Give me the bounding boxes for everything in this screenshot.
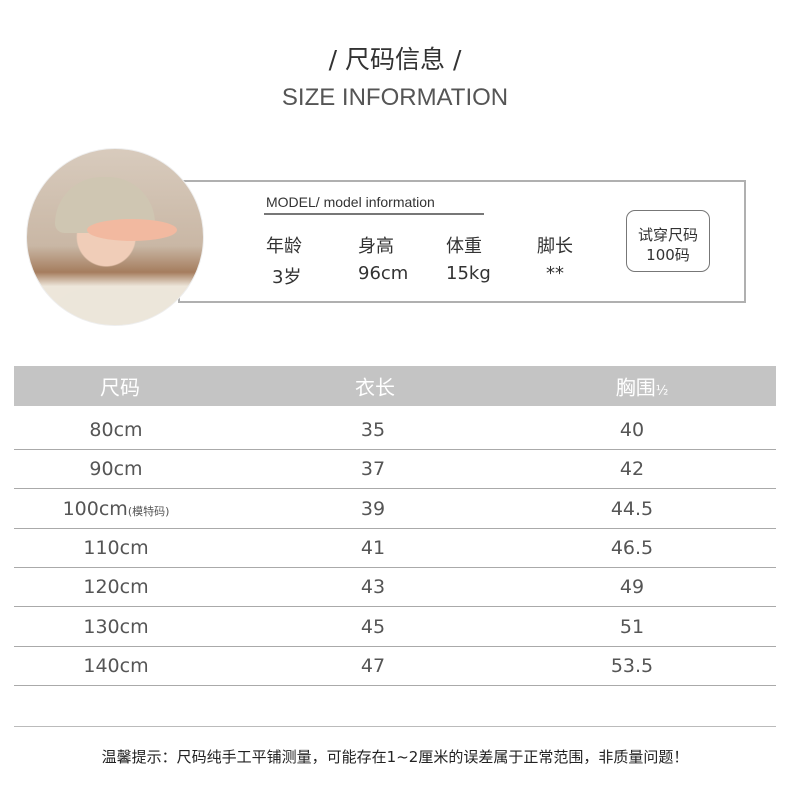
height-value: 96cm	[358, 263, 409, 284]
foot-length-label: 脚长	[537, 236, 573, 257]
header-length: 衣长	[355, 375, 395, 400]
cell-length: 35	[360, 419, 386, 441]
model-info-label: MODEL/ model information	[266, 194, 435, 210]
cell-size: 120cm	[83, 576, 149, 599]
cell-size: 100cm(模特码)	[62, 497, 170, 520]
cell-size: 140cm	[83, 654, 149, 677]
table-row: 80cm 35 40	[14, 411, 776, 450]
header-chest: 胸围½	[615, 375, 669, 400]
table-row: 110cm 41 46.5	[14, 529, 776, 568]
footer-note: 温馨提示：尺码纯手工平铺测量，可能存在1~2厘米的误差属于正常范围，非质量问题！	[101, 748, 689, 766]
cell-size: 110cm	[83, 536, 149, 559]
cell-chest: 53.5	[610, 654, 654, 677]
model-label-underline	[264, 213, 484, 215]
table-row: 130cm 45 51	[14, 608, 776, 647]
table-row: 140cm 47 53.5	[14, 647, 776, 686]
table-row: 120cm 43 49	[14, 568, 776, 608]
table-row: 100cm(模特码) 39 44.5	[14, 490, 776, 529]
weight-value: 15kg	[446, 263, 491, 284]
tryon-size-badge: 试穿尺码 100码	[626, 210, 710, 272]
cell-length: 45	[360, 615, 386, 638]
cell-length: 37	[360, 458, 386, 481]
title-chinese: / 尺码信息 /	[328, 45, 462, 74]
title-english: SIZE INFORMATION	[281, 84, 509, 111]
cell-size: 80cm	[89, 419, 143, 441]
cell-length: 41	[360, 536, 386, 559]
cell-chest: 49	[619, 576, 645, 599]
header-size: 尺码	[100, 375, 140, 400]
cell-chest: 42	[619, 458, 645, 481]
cell-chest: 44.5	[610, 497, 654, 520]
table-header: 尺码 衣长 胸围½	[14, 366, 776, 406]
cell-chest: 46.5	[610, 536, 654, 559]
model-photo	[26, 148, 204, 326]
weight-label: 体重	[446, 236, 482, 257]
cell-length: 47	[360, 654, 386, 677]
tryon-value: 100码	[646, 246, 690, 264]
tryon-label: 试穿尺码	[637, 226, 698, 244]
cell-chest: 51	[619, 615, 645, 638]
cell-length: 39	[360, 497, 386, 520]
cell-size: 130cm	[83, 615, 149, 638]
age-value: 3岁	[272, 267, 302, 288]
height-label: 身高	[358, 236, 394, 257]
cell-chest: 40	[619, 419, 645, 441]
cell-size: 90cm	[89, 458, 143, 481]
cell-length: 43	[360, 576, 386, 599]
table-row: 90cm 37 42	[14, 450, 776, 490]
divider	[14, 726, 776, 727]
foot-length-value: **	[546, 263, 564, 284]
age-label: 年龄	[266, 236, 302, 257]
